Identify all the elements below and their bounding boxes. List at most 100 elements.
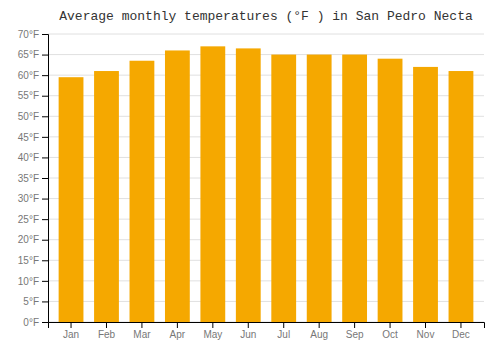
x-tick-mark: [141, 322, 142, 328]
y-tick-mark: [42, 75, 48, 76]
y-tick-label: 55°F: [18, 90, 39, 101]
x-tick-mark: [106, 322, 107, 328]
y-tick-mark: [42, 281, 48, 282]
y-tick: 45°F: [18, 132, 48, 143]
x-tick-label: Sep: [346, 329, 364, 340]
bar: [413, 67, 438, 322]
x-axis-line: [49, 323, 485, 329]
bar: [378, 59, 403, 322]
x-tick: Sep: [346, 322, 364, 340]
grid-line: [48, 34, 484, 35]
y-tick: 25°F: [18, 214, 48, 225]
y-tick-label: 60°F: [18, 70, 39, 81]
y-tick-label: 35°F: [18, 173, 39, 184]
y-tick-mark: [42, 157, 48, 158]
x-tick: Dec: [452, 322, 470, 340]
x-tick: Apr: [170, 322, 186, 340]
bar: [200, 46, 225, 322]
x-tick: Nov: [417, 322, 435, 340]
x-tick: Mar: [133, 322, 151, 340]
x-tick-label: Mar: [133, 329, 151, 340]
grid: [48, 34, 484, 322]
x-tick-label: May: [203, 329, 222, 340]
x-tick-label: Jun: [240, 329, 256, 340]
x-tick: Jan: [63, 322, 79, 340]
x-tick: Jul: [277, 322, 290, 340]
bar: [342, 55, 367, 322]
y-tick: 55°F: [18, 90, 48, 101]
bar: [165, 50, 190, 322]
y-tick-mark: [42, 137, 48, 138]
x-tick-mark: [460, 322, 461, 328]
x-axis: Jan Feb Mar Apr May Jun Jul Aug Sep Oct Nov Dec: [49, 322, 485, 340]
x-tick-mark: [319, 322, 320, 328]
x-tick-mark: [212, 322, 213, 328]
y-tick-mark: [42, 178, 48, 179]
y-tick: 15°F: [18, 255, 48, 266]
x-tick-mark: [248, 322, 249, 328]
bar: [94, 71, 119, 322]
chart: 0°F 5°F 10°F 15°F 20°F 25°F 30°F 35°F 40°F 45°F 50…: [0, 0, 500, 350]
x-tick-mark: [354, 322, 355, 328]
y-tick-mark: [42, 116, 48, 117]
y-tick-label: 65°F: [18, 49, 39, 60]
x-tick-mark: [390, 322, 391, 328]
plot: 0°F 5°F 10°F 15°F 20°F 25°F 30°F 35°F 40°F 45°F 50…: [18, 29, 485, 340]
y-tick-mark: [42, 260, 48, 261]
y-tick-mark: [42, 199, 48, 200]
x-tick-label: Dec: [452, 329, 470, 340]
x-tick-mark: [283, 322, 284, 328]
x-tick-label: Jul: [277, 329, 290, 340]
x-tick-label: Jan: [63, 329, 79, 340]
y-tick: 35°F: [18, 173, 48, 184]
y-tick: 40°F: [18, 152, 48, 163]
y-tick: 65°F: [18, 49, 48, 60]
bar: [449, 71, 474, 322]
y-tick-label: 45°F: [18, 132, 39, 143]
x-tick-label: Feb: [98, 329, 116, 340]
y-tick: 5°F: [23, 296, 48, 307]
bar: [59, 77, 84, 322]
y-tick-mark: [42, 322, 48, 323]
y-tick-mark: [42, 55, 48, 56]
x-tick-label: Apr: [170, 329, 186, 340]
x-tick-mark: [177, 322, 178, 328]
x-tick-label: Oct: [382, 329, 398, 340]
x-tick: Jun: [240, 322, 256, 340]
y-tick-label: 15°F: [18, 255, 39, 266]
y-tick-label: 10°F: [18, 276, 39, 287]
bar: [130, 61, 155, 322]
y-tick: 20°F: [18, 234, 48, 245]
bars: [59, 46, 474, 322]
grid-line: [48, 54, 484, 55]
y-tick-label: 20°F: [18, 234, 39, 245]
y-tick-mark: [42, 34, 48, 35]
x-tick-label: Aug: [310, 329, 328, 340]
y-tick-mark: [42, 96, 48, 97]
y-tick: 30°F: [18, 193, 48, 204]
y-tick-mark: [42, 301, 48, 302]
bar: [307, 55, 332, 322]
x-tick: Oct: [382, 322, 398, 340]
x-tick-mark: [71, 322, 72, 328]
y-tick-label: 5°F: [23, 296, 39, 307]
y-tick: 0°F: [23, 317, 48, 328]
y-tick-mark: [42, 240, 48, 241]
x-tick: Aug: [310, 322, 328, 340]
y-tick: 50°F: [18, 111, 48, 122]
bar: [271, 55, 296, 322]
y-tick-label: 40°F: [18, 152, 39, 163]
y-tick: 10°F: [18, 276, 48, 287]
x-tick-mark: [425, 322, 426, 328]
y-tick-label: 30°F: [18, 193, 39, 204]
title: Average monthly temperatures (°F ) in Sa…: [59, 9, 473, 24]
y-tick: 70°F: [18, 29, 48, 40]
y-tick-mark: [42, 219, 48, 220]
y-tick-label: 50°F: [18, 111, 39, 122]
y-tick-label: 70°F: [18, 29, 39, 40]
y-tick-label: 0°F: [23, 317, 39, 328]
x-tick-label: Nov: [417, 329, 435, 340]
x-tick: Feb: [98, 322, 116, 340]
x-tick: May: [203, 322, 222, 340]
y-axis: 0°F 5°F 10°F 15°F 20°F 25°F 30°F 35°F 40°F 45°F 50…: [18, 29, 49, 328]
